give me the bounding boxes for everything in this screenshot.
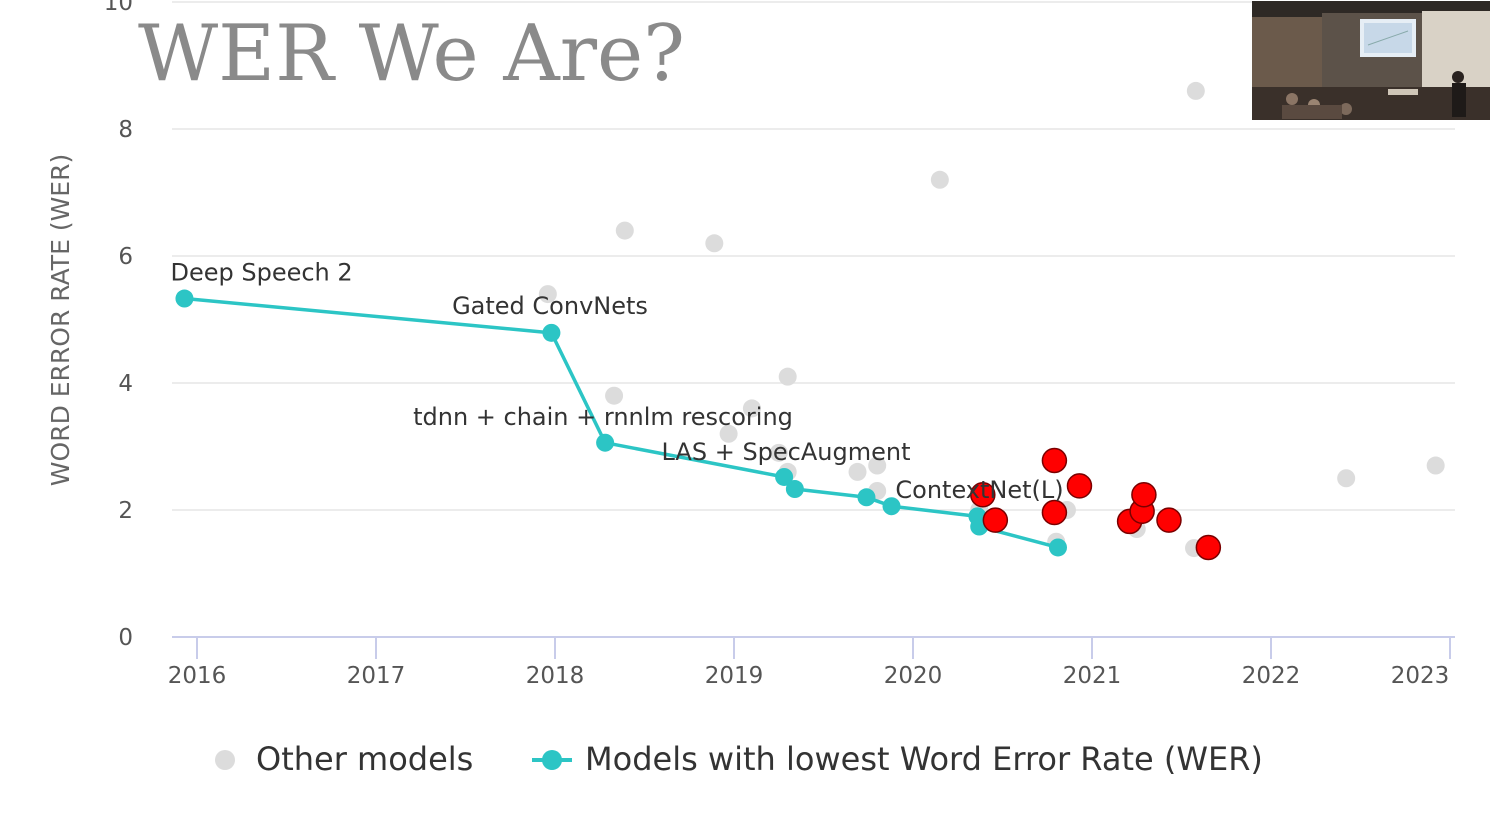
y-axis: 0 2 4 6 8 10 xyxy=(104,0,133,651)
legend-label: Models with lowest Word Error Rate (WER) xyxy=(585,740,1263,778)
x-tick-label: 2018 xyxy=(526,663,585,689)
lowest-wer-point xyxy=(785,480,804,499)
legend[interactable]: Other models Models with lowest Word Erro… xyxy=(215,740,1263,778)
point-annotation: ContextNet(L) xyxy=(895,476,1063,504)
highlighted-point xyxy=(970,482,996,508)
legend-item-lowest-wer[interactable]: Models with lowest Word Error Rate (WER) xyxy=(532,740,1263,778)
highlighted-point xyxy=(1131,482,1157,508)
y-tick-label: 10 xyxy=(104,0,133,16)
lowest-wer-point xyxy=(857,488,876,507)
point-annotation: Gated ConvNets xyxy=(452,292,648,320)
y-tick-label: 0 xyxy=(118,625,133,651)
legend-item-other-models[interactable]: Other models xyxy=(215,740,473,778)
x-tick-label: 2021 xyxy=(1063,663,1122,689)
lowest-wer-point xyxy=(882,497,901,516)
other-model-point xyxy=(538,285,557,304)
x-tick-label: 2020 xyxy=(884,663,943,689)
x-tick-label: 2022 xyxy=(1242,663,1301,689)
other-model-point xyxy=(605,386,624,405)
legend-label: Other models xyxy=(256,740,473,778)
x-tick-label: 2019 xyxy=(705,663,764,689)
other-model-point xyxy=(778,367,797,386)
other-model-point xyxy=(1186,81,1205,100)
lowest-wer-point xyxy=(596,433,615,452)
legend-dot-icon xyxy=(215,750,235,770)
legend-dot-icon xyxy=(542,750,562,770)
other-model-point xyxy=(705,234,724,253)
x-axis: 2016 2017 2018 2019 2020 2021 2022 2023 xyxy=(168,636,1455,689)
highlighted-points xyxy=(970,447,1222,561)
x-tick-label: 2016 xyxy=(168,663,227,689)
y-tick-label: 4 xyxy=(118,371,133,397)
point-annotation: LAS + SpecAugment xyxy=(662,438,911,466)
highlighted-point xyxy=(982,507,1009,533)
lowest-wer-point xyxy=(175,289,194,308)
lowest-wer-point xyxy=(775,467,794,486)
other-model-point xyxy=(615,221,634,240)
video-thumbnail-icon[interactable] xyxy=(1252,1,1490,120)
lowest-wer-point xyxy=(542,323,561,342)
other-model-point xyxy=(930,170,949,189)
y-tick-label: 8 xyxy=(118,117,133,143)
point-annotation: Deep Speech 2 xyxy=(170,259,352,287)
highlighted-point xyxy=(1041,499,1068,526)
other-model-point xyxy=(719,424,738,443)
point-annotations: Deep Speech 2 Gated ConvNets tdnn + chain … xyxy=(170,259,1063,505)
other-model-point xyxy=(848,462,867,481)
grid-lines xyxy=(172,1,1455,511)
x-tick-label: 2017 xyxy=(347,663,406,689)
other-model-point xyxy=(1337,469,1356,488)
highlighted-point xyxy=(1041,447,1068,474)
highlighted-point xyxy=(1195,534,1222,561)
y-axis-title: WORD ERROR RATE (WER) xyxy=(46,154,75,486)
x-tick-label: 2023 xyxy=(1391,663,1450,689)
slide-title: WER We Are? xyxy=(138,9,685,99)
point-annotation: tdnn + chain + rnnlm rescoring xyxy=(413,403,793,431)
other-model-point xyxy=(742,399,761,418)
other-model-point xyxy=(769,443,788,462)
y-tick-label: 2 xyxy=(118,498,133,524)
other-model-point xyxy=(1426,456,1445,475)
highlighted-point xyxy=(1156,507,1182,533)
y-tick-label: 6 xyxy=(118,244,133,270)
highlighted-point xyxy=(1066,473,1093,499)
other-model-point xyxy=(868,456,887,475)
lowest-wer-point xyxy=(1048,538,1067,557)
